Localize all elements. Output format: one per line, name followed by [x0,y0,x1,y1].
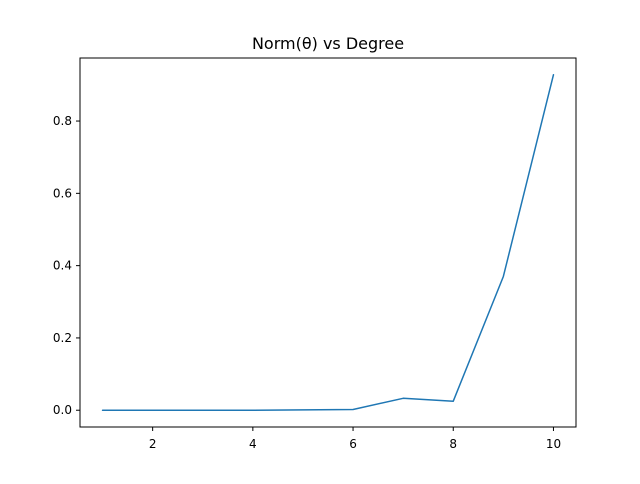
series-line [101,74,555,411]
x-tick-label: 6 [349,437,357,451]
y-tick-label: 0.0 [53,403,72,417]
x-tick-label: 10 [546,437,561,451]
y-axis: 0.0 0.2 0.4 0.6 0.8 [53,114,80,417]
plot-area [79,57,577,428]
y-tick-label: 0.2 [53,331,72,345]
y-tick-label: 0.4 [53,259,72,273]
series-layer [101,74,555,411]
x-axis: 2 4 6 8 10 [149,427,561,451]
x-tick-label: 8 [449,437,457,451]
chart-title: Norm(θ) vs Degree [252,34,404,53]
plot-frame [79,57,577,428]
x-tick-label: 2 [149,437,157,451]
y-tick-label: 0.8 [53,114,72,128]
x-tick-label: 4 [249,437,257,451]
y-tick-label: 0.6 [53,186,72,200]
